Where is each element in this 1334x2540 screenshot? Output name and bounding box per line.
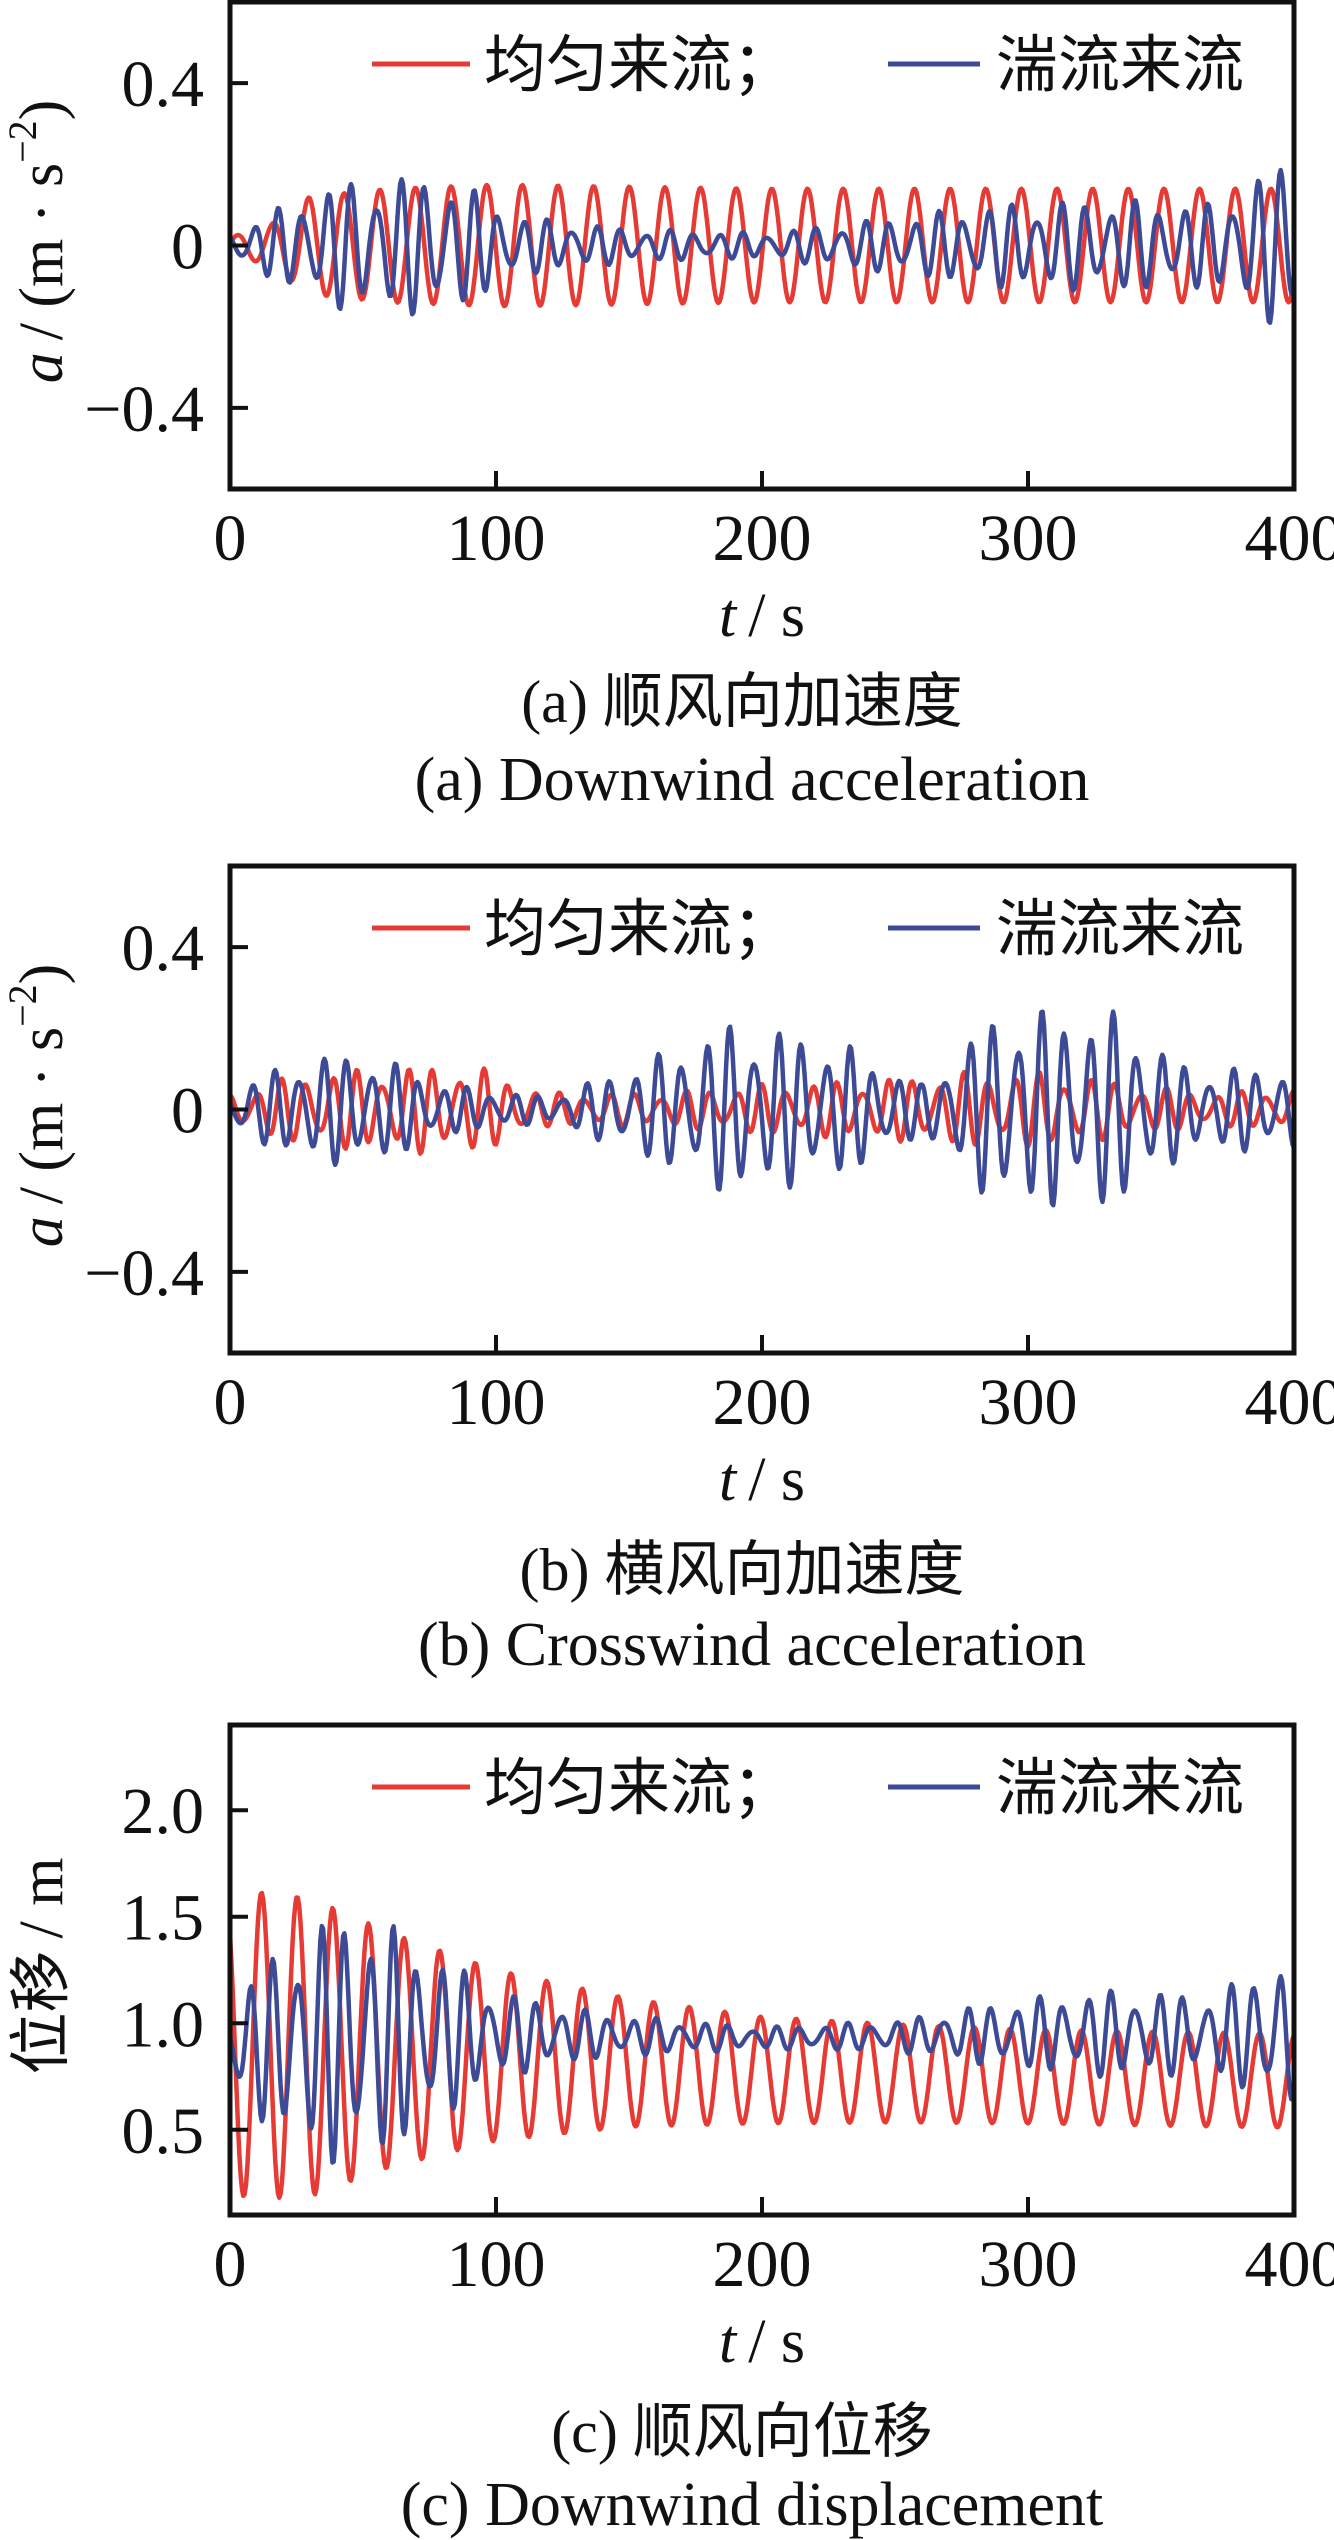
x-tick-label: 0	[214, 502, 247, 575]
x-tick-label: 200	[713, 1366, 812, 1439]
caption-english: (c) Downwind displacement	[401, 2471, 1103, 2539]
x-tick-label: 0	[214, 2228, 247, 2301]
x-axis-unit: / s	[748, 1446, 805, 1514]
y-tick-label: −0.4	[84, 373, 204, 446]
y-tick-label: 0.4	[122, 912, 205, 985]
y-tick-label: 0.4	[122, 48, 205, 121]
y-axis-unit: / m	[8, 1858, 76, 1939]
x-axis-title: t / s	[719, 1446, 805, 1514]
y-axis-title: a / (m · s−2)	[0, 100, 76, 384]
y-tick-label: 1.5	[122, 1882, 205, 1955]
x-tick-label: 100	[447, 2228, 546, 2301]
x-tick-label: 0	[214, 1366, 247, 1439]
x-axis-var: t	[719, 582, 738, 650]
legend-label-turbulent-flow: 湍流来流	[996, 1755, 1244, 1823]
panel-c-downwind-displacement: 0 100 200 300 400 2.0 1.5 1.0 0.5 t / s 位移 / m 均匀来流； 湍…	[8, 1722, 1334, 2539]
caption-english: (a) Downwind acceleration	[415, 746, 1090, 814]
x-tick-label: 200	[713, 2228, 812, 2301]
x-tick-label: 400	[1245, 2228, 1334, 2301]
y-tick-label: 0.5	[122, 2095, 205, 2168]
y-axis-unit: / (m · s	[8, 163, 76, 340]
series-line-turbulent-flow	[230, 167, 1294, 325]
y-axis-exponent: −2	[0, 120, 45, 163]
y-axis-var: a	[8, 1216, 76, 1247]
y-tick-label: 0	[171, 1075, 204, 1148]
y-axis-title: a / (m · s−2)	[0, 964, 76, 1248]
legend-label-uniform-flow: 均匀来流；	[484, 32, 794, 100]
x-tick-label: 300	[979, 502, 1078, 575]
caption-english: (b) Crosswind acceleration	[418, 1611, 1086, 1679]
series-group	[230, 167, 1294, 325]
caption-chinese: (b) 横风向加速度	[520, 1537, 965, 1603]
legend-label-uniform-flow: 均匀来流；	[484, 896, 794, 964]
x-axis-title: t / s	[719, 582, 805, 650]
x-tick-label: 100	[447, 1366, 546, 1439]
x-tick-label: 200	[713, 502, 812, 575]
y-tick-label: −0.4	[84, 1237, 204, 1310]
y-tick-label: 0	[171, 211, 204, 284]
y-tick-label: 2.0	[122, 1775, 205, 1848]
legend: 均匀来流； 湍流来流	[372, 32, 1244, 100]
legend-label-turbulent-flow: 湍流来流	[996, 896, 1244, 964]
x-axis-var: t	[719, 1446, 738, 1514]
caption-chinese: (a) 顺风向加速度	[521, 669, 963, 735]
x-tick-label: 400	[1245, 502, 1334, 575]
y-axis-exponent: −2	[0, 984, 45, 1027]
x-tick-label: 300	[979, 2228, 1078, 2301]
y-axis-unit: / (m · s	[8, 1027, 76, 1204]
x-tick-label: 400	[1245, 1366, 1334, 1439]
x-tick-label: 100	[447, 502, 546, 575]
caption-chinese: (c) 顺风向位移	[551, 2399, 933, 2465]
series-group	[230, 1009, 1294, 1208]
x-axis-unit: / s	[748, 582, 805, 650]
series-group	[230, 1890, 1294, 2200]
y-axis-close: )	[8, 964, 76, 985]
y-axis-close: )	[8, 100, 76, 121]
y-axis-title: 位移 / m	[8, 1858, 76, 2075]
x-tick-label: 300	[979, 1366, 1078, 1439]
x-axis-var: t	[719, 2308, 738, 2376]
x-axis-title: t / s	[719, 2308, 805, 2376]
x-axis-unit: / s	[748, 2308, 805, 2376]
series-line-turbulent-flow	[230, 1009, 1294, 1208]
y-axis-var: 位移	[8, 1950, 76, 2074]
legend: 均匀来流； 湍流来流	[372, 1755, 1244, 1823]
legend-label-uniform-flow: 均匀来流；	[484, 1755, 794, 1823]
legend: 均匀来流； 湍流来流	[372, 896, 1244, 964]
series-line-turbulent-flow	[230, 1923, 1294, 2165]
y-axis-var: a	[8, 352, 76, 383]
legend-label-turbulent-flow: 湍流来流	[996, 32, 1244, 100]
y-tick-label: 1.0	[122, 1988, 205, 2061]
